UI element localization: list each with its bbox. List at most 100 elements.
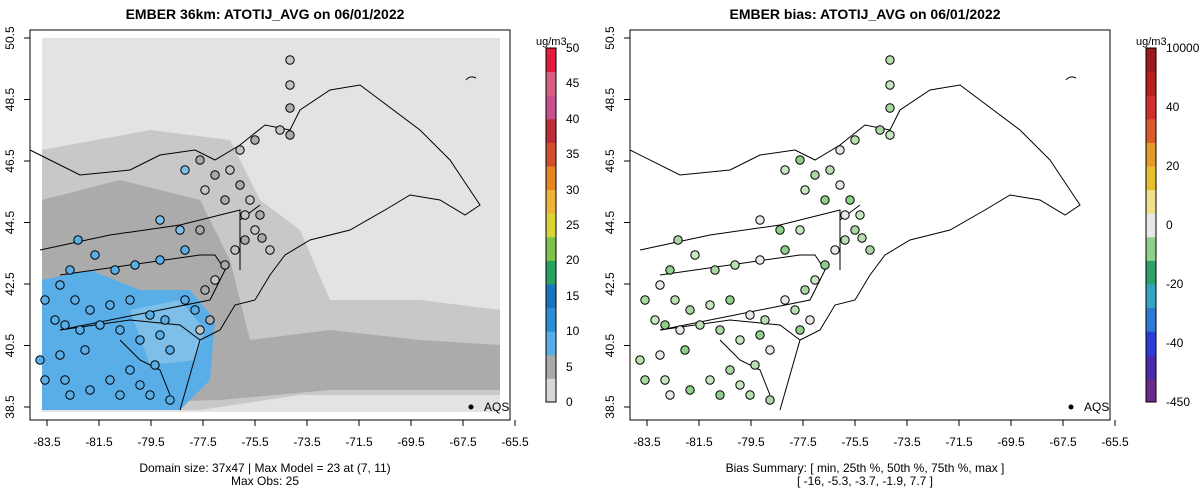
bias-point [857, 233, 867, 243]
obs-point [110, 265, 120, 275]
left-obs-points [35, 55, 295, 405]
x-tick-label: -67.5 [449, 435, 477, 449]
colorbar-segment [546, 189, 556, 214]
bias-point [845, 195, 855, 205]
bias-point [715, 390, 725, 400]
x-tick-label: -77.5 [789, 435, 817, 449]
left-y-axis: 50.5 48.5 46.5 44.5 42.5 40.5 38.5 [3, 26, 30, 419]
colorbar-segment [546, 213, 556, 238]
obs-point [220, 195, 230, 205]
bias-point [765, 395, 775, 405]
obs-point [80, 345, 90, 355]
obs-point [180, 245, 190, 255]
y-tick-label: 48.5 [3, 87, 17, 111]
aqs-legend-marker [468, 404, 474, 410]
bias-point [800, 285, 810, 295]
bias-point [640, 295, 650, 305]
colorbar-segment [1146, 284, 1156, 309]
colorbar-segment [1146, 378, 1156, 403]
obs-point [190, 305, 200, 315]
y-tick-label: 42.5 [603, 272, 617, 296]
left-colorbar-unit: ug/m3 [536, 36, 567, 48]
obs-point [105, 300, 115, 310]
bias-point [780, 245, 790, 255]
y-tick-label: 48.5 [603, 87, 617, 111]
obs-point [285, 130, 295, 140]
obs-point [73, 235, 83, 245]
y-tick-label: 46.5 [3, 149, 17, 173]
obs-point [235, 145, 245, 155]
x-tick-label: -69.5 [397, 435, 425, 449]
colorbar-segment [1146, 307, 1156, 332]
y-tick-label: 44.5 [603, 210, 617, 234]
x-tick-label: -67.5 [1049, 435, 1077, 449]
colorbar-tick-label: -40 [1166, 336, 1184, 350]
bias-point [885, 103, 895, 113]
bias-point [660, 320, 670, 330]
bias-point [685, 385, 695, 395]
y-tick-label: 40.5 [3, 333, 17, 357]
bias-point [765, 345, 775, 355]
obs-point [75, 325, 85, 335]
colorbar-segment [546, 48, 556, 73]
bias-point [755, 255, 765, 265]
y-tick-label: 40.5 [603, 333, 617, 357]
obs-point [285, 55, 295, 65]
obs-point [55, 350, 65, 360]
colorbar-segment [1146, 118, 1156, 143]
bias-point [650, 315, 660, 325]
bias-point [850, 225, 860, 235]
x-tick-label: -75.5 [841, 435, 869, 449]
obs-point [245, 195, 255, 205]
obs-point [155, 330, 165, 340]
obs-point [35, 355, 45, 365]
left-model-field [42, 38, 500, 412]
obs-point [250, 225, 260, 235]
bias-point [885, 55, 895, 65]
obs-point [155, 215, 165, 225]
obs-point [115, 390, 125, 400]
bias-point [665, 265, 675, 275]
colorbar-segment [1146, 48, 1156, 73]
bias-point [745, 310, 755, 320]
obs-point [250, 135, 260, 145]
x-tick-label: -71.5 [945, 435, 973, 449]
colorbar-tick-label: 0 [1166, 218, 1173, 232]
bias-point [715, 325, 725, 335]
colorbar-segment [1146, 354, 1156, 379]
bias-point [840, 210, 850, 220]
right-x-axis: -83.5 -81.5 -79.5 -77.5 -75.5 -73.5 -71.5 -69.5… [633, 420, 1129, 449]
obs-point [115, 325, 125, 335]
bias-point [775, 225, 785, 235]
x-tick-label: -77.5 [189, 435, 217, 449]
colorbar-tick-label: 20 [1166, 159, 1180, 173]
obs-point [195, 325, 205, 335]
bias-point [835, 180, 845, 190]
colorbar-segment [1146, 189, 1156, 214]
right-colorbar-gradient [1146, 48, 1156, 403]
left-title: EMBER 36km: ATOTIJ_AVG on 06/01/2022 [125, 6, 405, 22]
right-map: -83.5 -81.5 -79.5 -77.5 -75.5 -73.5 -71.5 -69.5… [603, 26, 1129, 449]
colorbar-tick-label: 40 [1166, 100, 1180, 114]
bias-point [855, 210, 865, 220]
aqs-legend-label: AQS [484, 400, 509, 414]
colorbar-segment [546, 307, 556, 332]
obs-point [90, 250, 100, 260]
bias-point [675, 325, 685, 335]
obs-point [275, 125, 285, 135]
bias-point [640, 375, 650, 385]
obs-point [70, 295, 80, 305]
obs-point [200, 185, 210, 195]
state-boundary-va [119, 339, 171, 396]
colorbar-segment [546, 331, 556, 356]
obs-point [165, 395, 175, 405]
x-tick-label: -73.5 [293, 435, 321, 449]
bias-point [830, 245, 840, 255]
colorbar-tick-label: 35 [566, 147, 580, 162]
bias-point [795, 155, 805, 165]
obs-point [50, 315, 60, 325]
right-title: EMBER bias: ATOTIJ_AVG on 06/01/2022 [729, 6, 1001, 22]
obs-point [95, 320, 105, 330]
island-outline [1065, 76, 1077, 81]
colorbar-segment [1146, 331, 1156, 356]
